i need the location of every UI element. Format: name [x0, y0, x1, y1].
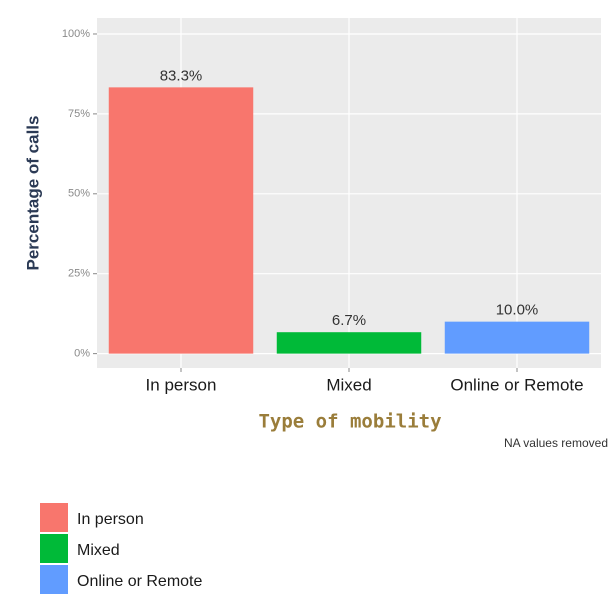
y-axis-label: Percentage of calls: [23, 116, 42, 271]
annotation: NA values removed: [504, 436, 608, 450]
legend-label: Mixed: [77, 542, 120, 559]
value-label: 83.3%: [160, 67, 203, 84]
y-tick-label: 25%: [68, 268, 90, 280]
y-tick-label: 50%: [68, 188, 90, 200]
legend-swatch: [40, 565, 68, 594]
value-label: 10.0%: [496, 302, 539, 319]
x-tick-label: In person: [146, 375, 217, 394]
legend-swatch: [40, 503, 68, 532]
y-tick-label: 0%: [74, 348, 90, 360]
x-tick-label: Mixed: [326, 375, 371, 394]
bar: [108, 87, 254, 354]
bar: [444, 321, 590, 354]
x-axis-label: Type of mobility: [258, 411, 441, 433]
legend-label: Online or Remote: [77, 573, 202, 590]
legend-swatch: [40, 534, 68, 563]
legend-label: In person: [77, 511, 144, 528]
y-tick-label: 75%: [68, 108, 90, 120]
bar: [276, 332, 422, 354]
x-tick-label: Online or Remote: [450, 375, 583, 394]
value-label: 6.7%: [332, 312, 366, 329]
y-tick-label: 100%: [62, 28, 90, 40]
